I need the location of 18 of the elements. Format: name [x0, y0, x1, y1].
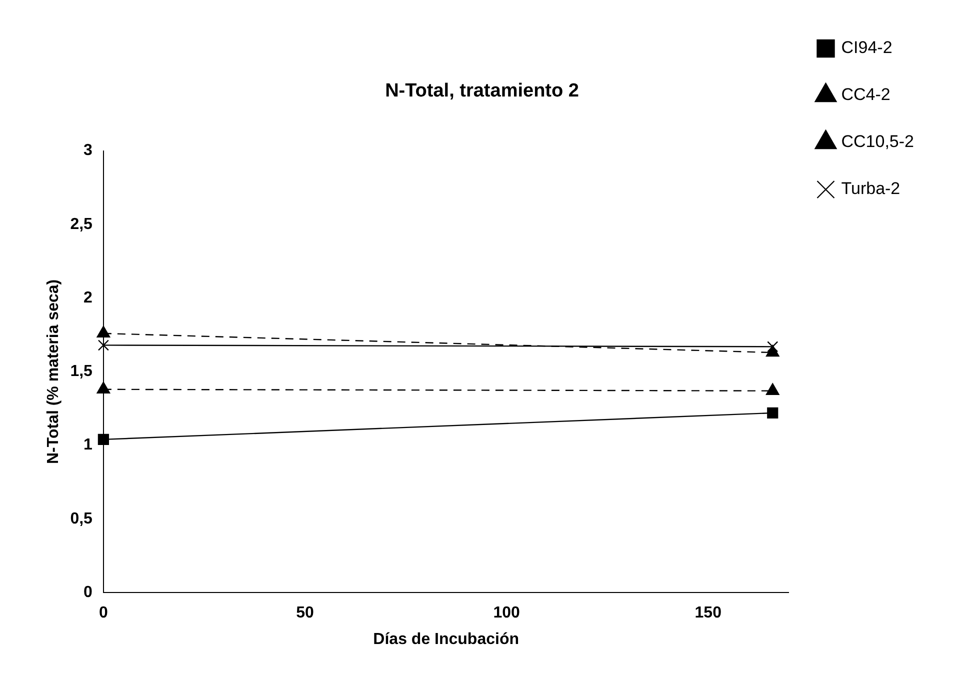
y-tick-label: 0,5	[70, 510, 93, 528]
x-tick-label: 50	[296, 604, 314, 622]
y-tick-label: 3	[84, 142, 93, 160]
chart-title: N-Total, tratamiento 2	[385, 80, 579, 102]
x-tick-label: 0	[98, 604, 108, 622]
y-tick-label: 1,5	[70, 363, 93, 380]
legend-label: CC4-2	[841, 85, 890, 104]
y-tick-label: 0	[84, 584, 93, 602]
y-tick-label: 1	[84, 436, 93, 454]
y-tick-label: 2	[84, 289, 93, 306]
y-tick-label: 2,5	[70, 216, 93, 233]
x-axis-title: Días de Incubación	[373, 630, 519, 648]
x-tick-label: 100	[493, 604, 520, 622]
legend-label: Turba-2	[841, 179, 900, 198]
y-axis-title: N-Total (% materia seca)	[45, 279, 62, 464]
legend-label: CI94-2	[841, 38, 892, 58]
x-tick-label: 150	[694, 604, 722, 622]
legend-label: CC10,5-2	[841, 132, 914, 152]
